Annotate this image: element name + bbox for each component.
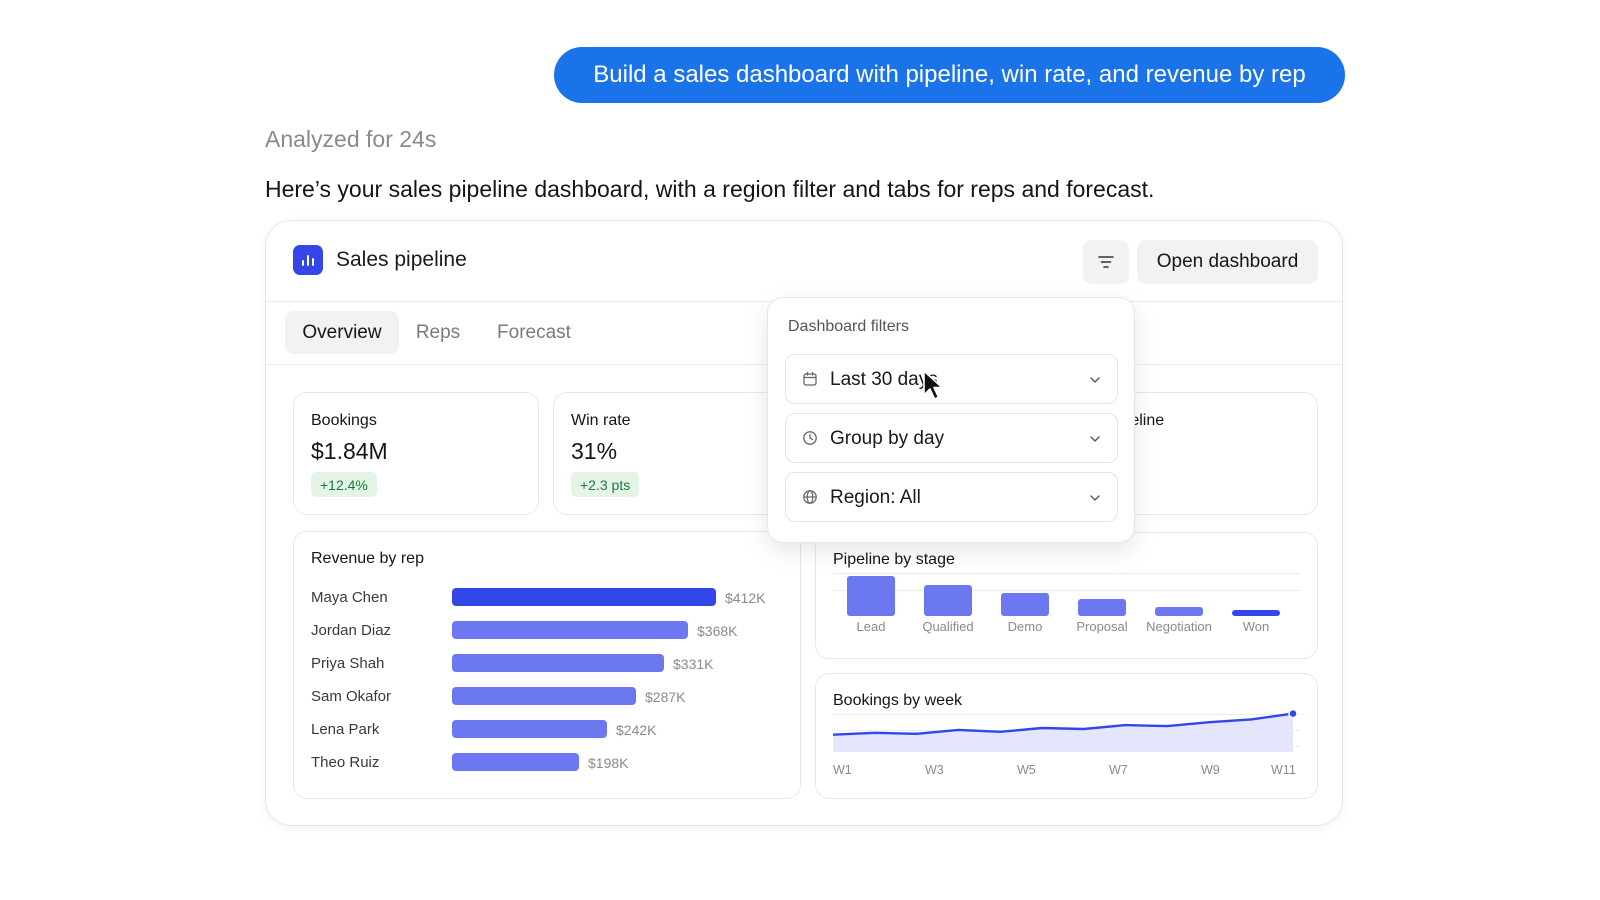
select-value: Region: All [830,487,921,508]
kpi-label: Win rate [571,412,631,429]
gridline [833,590,1301,591]
kpi-card-win-rate: Win rate 31% +2.3 pts [553,392,799,515]
rep-row: Sam Okafor $287K [294,685,800,709]
tab-reps[interactable]: Reps [415,321,461,343]
filter-button[interactable] [1083,240,1129,284]
bookings-line-chart [832,708,1298,752]
rep-revenue-bar [452,588,716,606]
rep-revenue-value: $287K [645,689,686,705]
kpi-value: $1.84M [311,438,388,464]
tab-overview[interactable]: Overview [285,311,399,354]
revenue-by-rep-panel: Revenue by rep Maya Chen $412K Jordan Diaz… [293,531,801,799]
filter-icon [1098,256,1114,268]
rep-row: Lena Park $242K [294,718,800,742]
bookings-line [832,712,1294,736]
select-value: Last 30 days [830,369,938,390]
assistant-response: Here’s your sales pipeline dashboard, wi… [265,176,1155,202]
chevron-down-icon [1090,377,1100,383]
week-tick-label: W11 [1271,763,1296,777]
calendar-icon [803,371,817,386]
dashboard-filters-popover: Dashboard filters Last 30 days Group by … [767,297,1135,543]
rep-revenue-value: $331K [673,656,714,672]
stage-bar [1078,599,1126,616]
stage-bar [924,585,972,616]
kpi-card-bookings: Bookings $1.84M +12.4% [293,392,539,515]
rep-name: Maya Chen [311,589,388,606]
bar-chart-logo-icon [293,245,323,275]
week-tick-label: W7 [1109,763,1128,777]
week-tick-label: W1 [833,763,852,777]
stage-label: Negotiation [1146,619,1212,634]
kpi-value: 31% [571,438,618,464]
gridline [833,573,1301,574]
rep-name: Sam Okafor [311,688,392,705]
kpi-label: Bookings [311,412,377,429]
group-by-select[interactable]: Group by day [785,413,1118,463]
panel-title: Revenue by rep [311,550,424,567]
stage-bar [1232,610,1280,616]
stage-label: Proposal [1076,619,1128,634]
bookings-area [833,713,1293,752]
stage-label: Lead [856,619,886,634]
panel-title: Pipeline by stage [833,551,955,568]
week-tick-label: W5 [1017,763,1036,777]
analysis-status: Analyzed for 24s [265,126,437,152]
rep-revenue-bar [452,654,664,672]
stage-bar [847,576,895,616]
select-value: Group by day [830,428,945,449]
rep-revenue-value: $198K [588,755,629,771]
open-dashboard-button[interactable]: Open dashboard [1137,240,1318,284]
clock-icon [803,431,817,445]
stage-label: Qualified [922,619,974,634]
rep-revenue-bar [452,621,688,639]
stage-label: Won [1242,619,1270,634]
tab-forecast[interactable]: Forecast [497,321,571,343]
user-message-bubble: Build a sales dashboard with pipeline, w… [554,47,1345,103]
rep-row: Jordan Diaz $368K [294,619,800,643]
rep-name: Priya Shah [311,655,385,672]
stage-bar [1155,607,1203,616]
rep-revenue-value: $368K [697,623,738,639]
rep-revenue-bar [452,720,607,738]
pipeline-by-stage-panel: Pipeline by stage Lead Qualified Demo Propo… [815,532,1318,659]
rep-revenue-value: $242K [616,722,657,738]
rep-name: Jordan Diaz [311,622,392,639]
rep-name: Lena Park [311,721,380,738]
rep-revenue-bar [452,753,579,771]
globe-icon [803,490,817,504]
dashboard-title: Sales pipeline [336,248,467,271]
rep-row: Priya Shah $331K [294,652,800,676]
bookings-by-week-panel: Bookings by week W1 W3 W5 W7 W9 W11 [815,673,1318,799]
stage-bar [1001,593,1049,616]
gridline [833,714,1301,715]
chevron-down-icon [1090,436,1100,442]
date-range-select[interactable]: Last 30 days [785,354,1118,404]
rep-row: Maya Chen $412K [294,586,800,610]
chevron-down-icon [1090,495,1100,501]
region-select[interactable]: Region: All [785,472,1118,522]
rep-revenue-bar [452,687,636,705]
stage-label: Demo [1007,619,1043,634]
week-tick-label: W3 [925,763,944,777]
rep-row: Theo Ruiz $198K [294,751,800,775]
dashboard-header: Sales pipeline Open dashboard [266,221,1342,302]
popover-title: Dashboard filters [788,318,909,335]
kpi-delta-badge: +2.3 pts [571,472,640,497]
panel-title: Bookings by week [833,692,962,709]
kpi-delta-badge: +12.4% [311,472,377,497]
week-tick-label: W9 [1201,763,1220,777]
mouse-cursor-icon [923,370,943,400]
rep-name: Theo Ruiz [311,754,380,771]
rep-revenue-value: $412K [725,590,766,606]
latest-point [1288,708,1298,719]
